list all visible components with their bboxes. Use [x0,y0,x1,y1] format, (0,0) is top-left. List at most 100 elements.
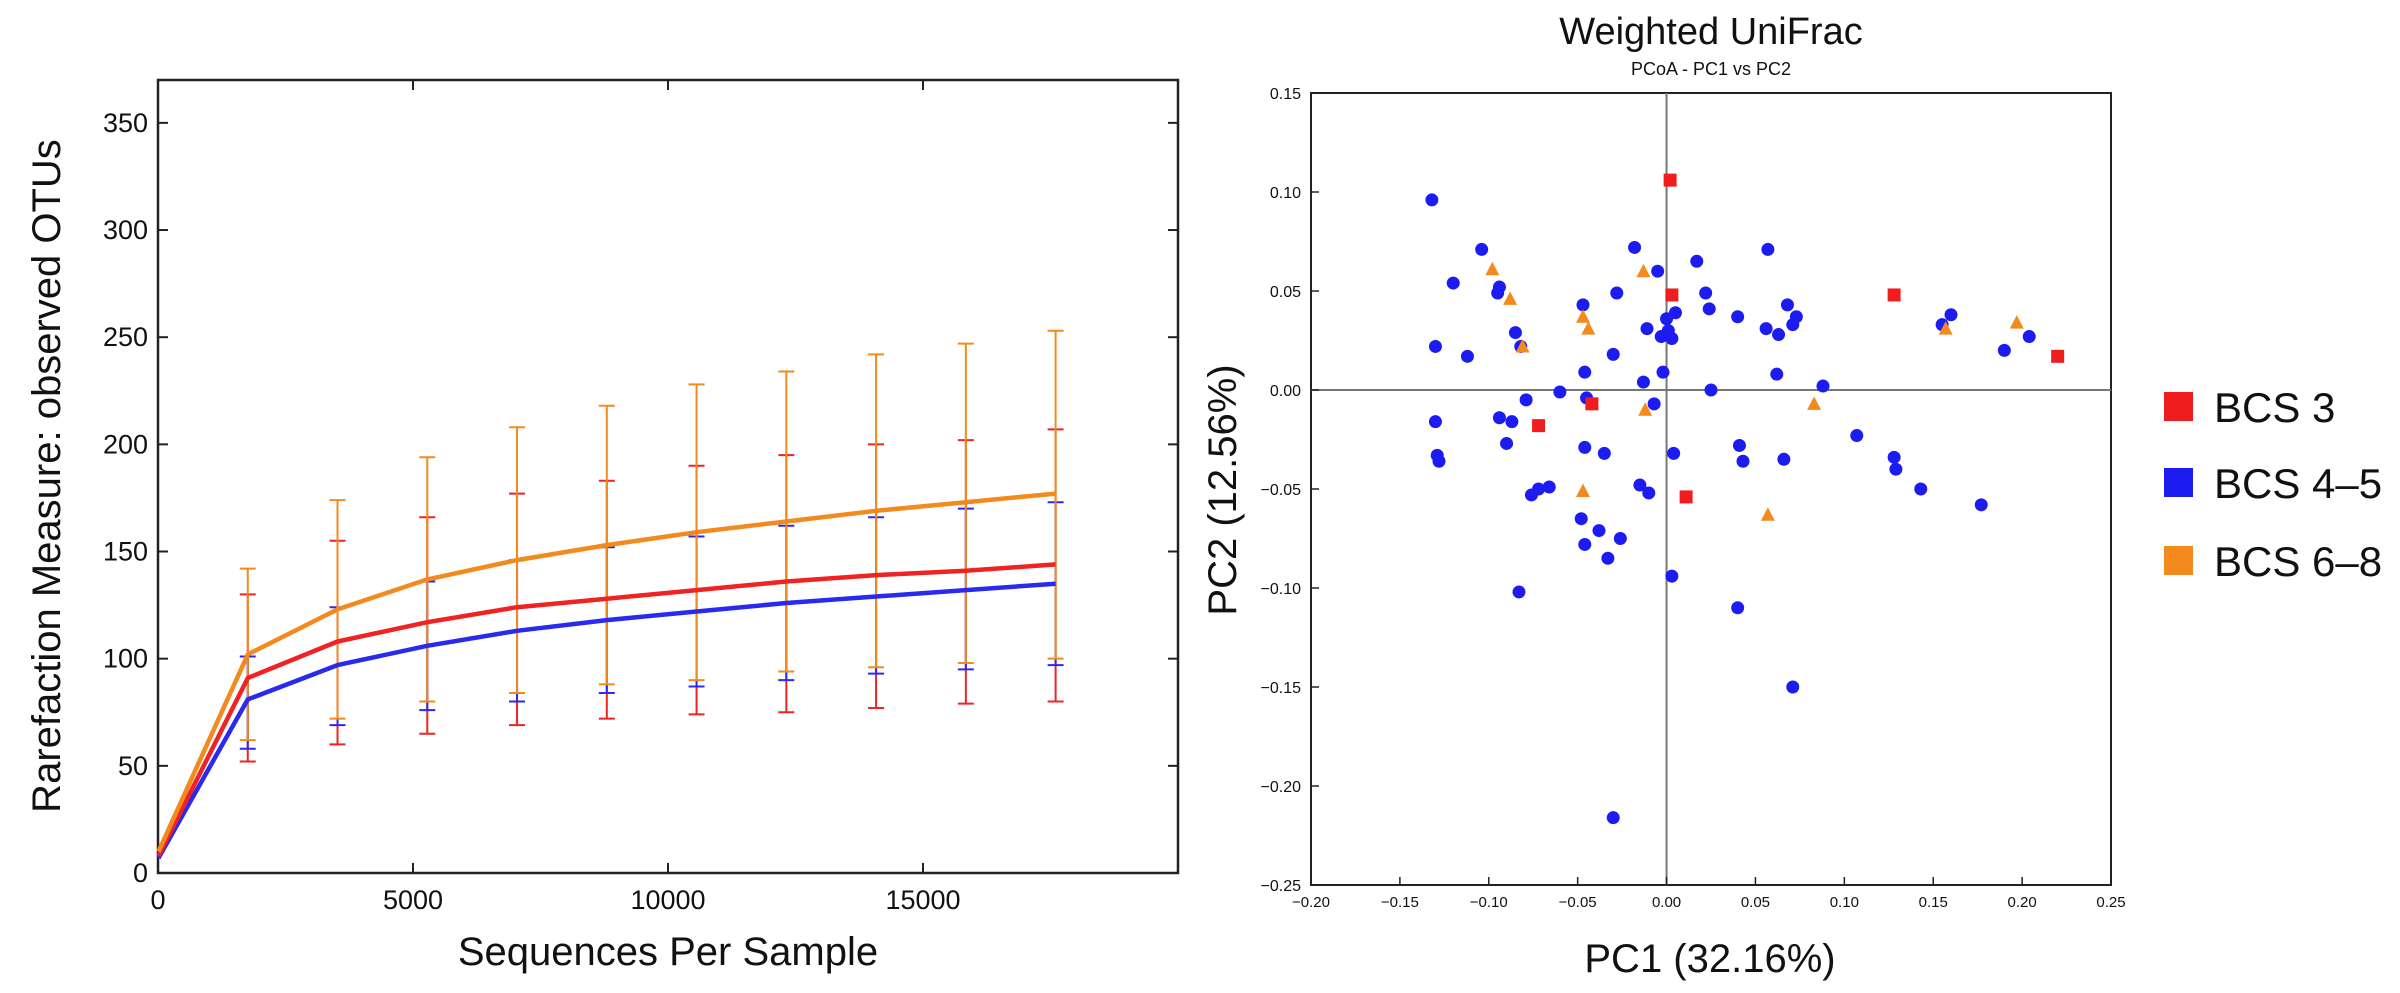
scatter-point-bcs-4-5 [2022,330,2036,344]
legend-label: BCS 4–5 [2214,460,2382,507]
scatter-point-bcs-4-5 [1944,308,1958,322]
scatter-point-bcs-4-5 [1475,242,1489,256]
pcoa-x-tick-label: 0.20 [2008,894,2037,911]
scatter-point-bcs-4-5 [1578,365,1592,379]
scatter-point-bcs-4-5 [1651,264,1665,278]
rarefaction-chart: 0 5000 10000 15000 0 50 100 150 200 250 300 350 Se… [25,78,1180,974]
scatter-point-bcs-4-5 [1914,482,1928,496]
scatter-point-bcs-4-5 [1761,242,1775,256]
pcoa-y-tick-label: 0.05 [1270,284,1301,301]
pcoa-x-tick-label: −0.15 [1381,894,1419,911]
rarefaction-plot-frame [156,78,1180,875]
scatter-point-bcs-3 [1663,173,1677,187]
pcoa-subtitle: PCoA - PC1 vs PC2 [1631,59,1791,79]
legend-swatch [2164,546,2193,575]
pcoa-chart: Weighted UniFrac PCoA - PC1 vs PC2 −0.20… [1201,11,2126,981]
pcoa-x-tick-label: −0.20 [1292,894,1330,911]
scatter-point-bcs-4-5 [1592,524,1606,538]
rarefaction-y-tick-label: 100 [103,644,148,674]
pcoa-x-tick-label: 0.10 [1830,894,1859,911]
rarefaction-x-tick-label: 5000 [383,885,443,915]
scatter-point-bcs-6-8 [1485,261,1500,276]
scatter-point-bcs-4-5 [1446,276,1460,290]
scatter-point-bcs-4-5 [1512,585,1526,599]
scatter-point-bcs-6-8 [1515,338,1530,353]
pcoa-y-tick-label: 0.10 [1270,185,1301,202]
scatter-point-bcs-4-5 [1656,365,1670,379]
rarefaction-y-tick-label: 150 [103,537,148,567]
scatter-point-bcs-4-5 [1789,310,1803,324]
scatter-point-bcs-4-5 [1640,322,1654,336]
pcoa-title: Weighted UniFrac [1559,11,1862,53]
rarefaction-y-axis-label: Rarefaction Measure: observed OTUs [25,139,69,813]
scatter-point-bcs-4-5 [1601,551,1615,565]
scatter-point-bcs-4-5 [1887,450,1901,464]
rarefaction-y-tick-label: 0 [133,858,148,888]
rarefaction-series-line [156,491,1056,853]
scatter-point-bcs-3 [2051,349,2065,363]
scatter-point-bcs-4-5 [1628,240,1642,254]
scatter-point-bcs-4-5 [1492,411,1506,425]
scatter-point-bcs-4-5 [1665,332,1679,346]
pcoa-x-tick-label: 0.15 [1919,894,1948,911]
scatter-point-bcs-4-5 [1428,339,1442,353]
scatter-point-bcs-4-5 [1668,306,1682,320]
pcoa-y-tick-label: 0.00 [1270,383,1301,400]
scatter-point-bcs-6-8 [1581,321,1596,335]
scatter-point-bcs-4-5 [1500,436,1514,450]
pcoa-y-tick-label: −0.25 [1261,878,1302,895]
scatter-point-bcs-4-5 [1647,397,1661,411]
scatter-point-bcs-4-5 [1425,193,1439,207]
scatter-point-bcs-4-5 [1704,383,1718,397]
scatter-point-bcs-3 [1585,397,1599,411]
rarefaction-series-line [156,581,1056,860]
scatter-point-bcs-4-5 [1816,379,1830,393]
scatter-point-bcs-6-8 [1938,321,1953,335]
scatter-point-bcs-4-5 [1505,415,1519,429]
legend-swatch [2164,468,2193,497]
scatter-point-bcs-6-8 [1576,483,1590,497]
pcoa-x-tick-label: −0.05 [1559,894,1597,911]
scatter-point-bcs-4-5 [1597,446,1611,460]
scatter-point-bcs-4-5 [1850,429,1864,443]
scatter-point-bcs-4-5 [1553,385,1567,399]
pcoa-x-tick-label: 0.05 [1741,894,1770,911]
pcoa-y-tick-label: −0.10 [1261,581,1302,598]
legend-label: BCS 3 [2214,384,2335,431]
rarefaction-y-tick-label: 250 [103,322,148,352]
pcoa-y-tick-label: −0.05 [1261,482,1302,499]
scatter-point-bcs-3 [1665,288,1679,302]
scatter-point-bcs-4-5 [1574,512,1588,526]
pcoa-x-tick-label: −0.10 [1470,894,1508,911]
scatter-point-bcs-4-5 [1770,367,1784,381]
rarefaction-y-tick-label: 200 [103,429,148,459]
scatter-point-bcs-4-5 [1997,343,2011,357]
scatter-point-bcs-4-5 [1759,322,1773,336]
pcoa-plot-frame [1310,92,2112,886]
rarefaction-x-tick-label: 15000 [885,885,960,915]
scatter-point-bcs-4-5 [1777,452,1791,466]
scatter-point-bcs-4-5 [1532,482,1546,496]
scatter-point-bcs-4-5 [1432,454,1446,468]
scatter-point-bcs-4-5 [1780,298,1794,312]
scatter-point-bcs-4-5 [1772,328,1786,342]
pcoa-x-tick-label: 0.00 [1652,894,1681,911]
scatter-point-bcs-4-5 [1889,462,1903,476]
rarefaction-x-tick-label: 10000 [630,885,705,915]
pcoa-x-axis-label: PC1 (32.16%) [1584,937,1835,981]
scatter-point-bcs-4-5 [1731,310,1745,324]
scatter-point-bcs-4-5 [1542,480,1556,494]
scatter-point-bcs-4-5 [1699,286,1713,300]
scatter-point-bcs-4-5 [1460,349,1474,363]
scatter-point-bcs-4-5 [1578,440,1592,454]
scatter-point-bcs-4-5 [1519,393,1533,407]
scatter-point-bcs-4-5 [1508,326,1522,340]
scatter-point-bcs-4-5 [1606,811,1620,825]
scatter-point-bcs-4-5 [1492,280,1506,294]
scatter-point-bcs-6-8 [1636,263,1651,278]
pcoa-y-tick-label: −0.20 [1261,779,1302,796]
scatter-point-bcs-4-5 [1610,286,1624,300]
scatter-point-bcs-3 [1679,490,1693,504]
scatter-point-bcs-3 [1532,419,1546,433]
